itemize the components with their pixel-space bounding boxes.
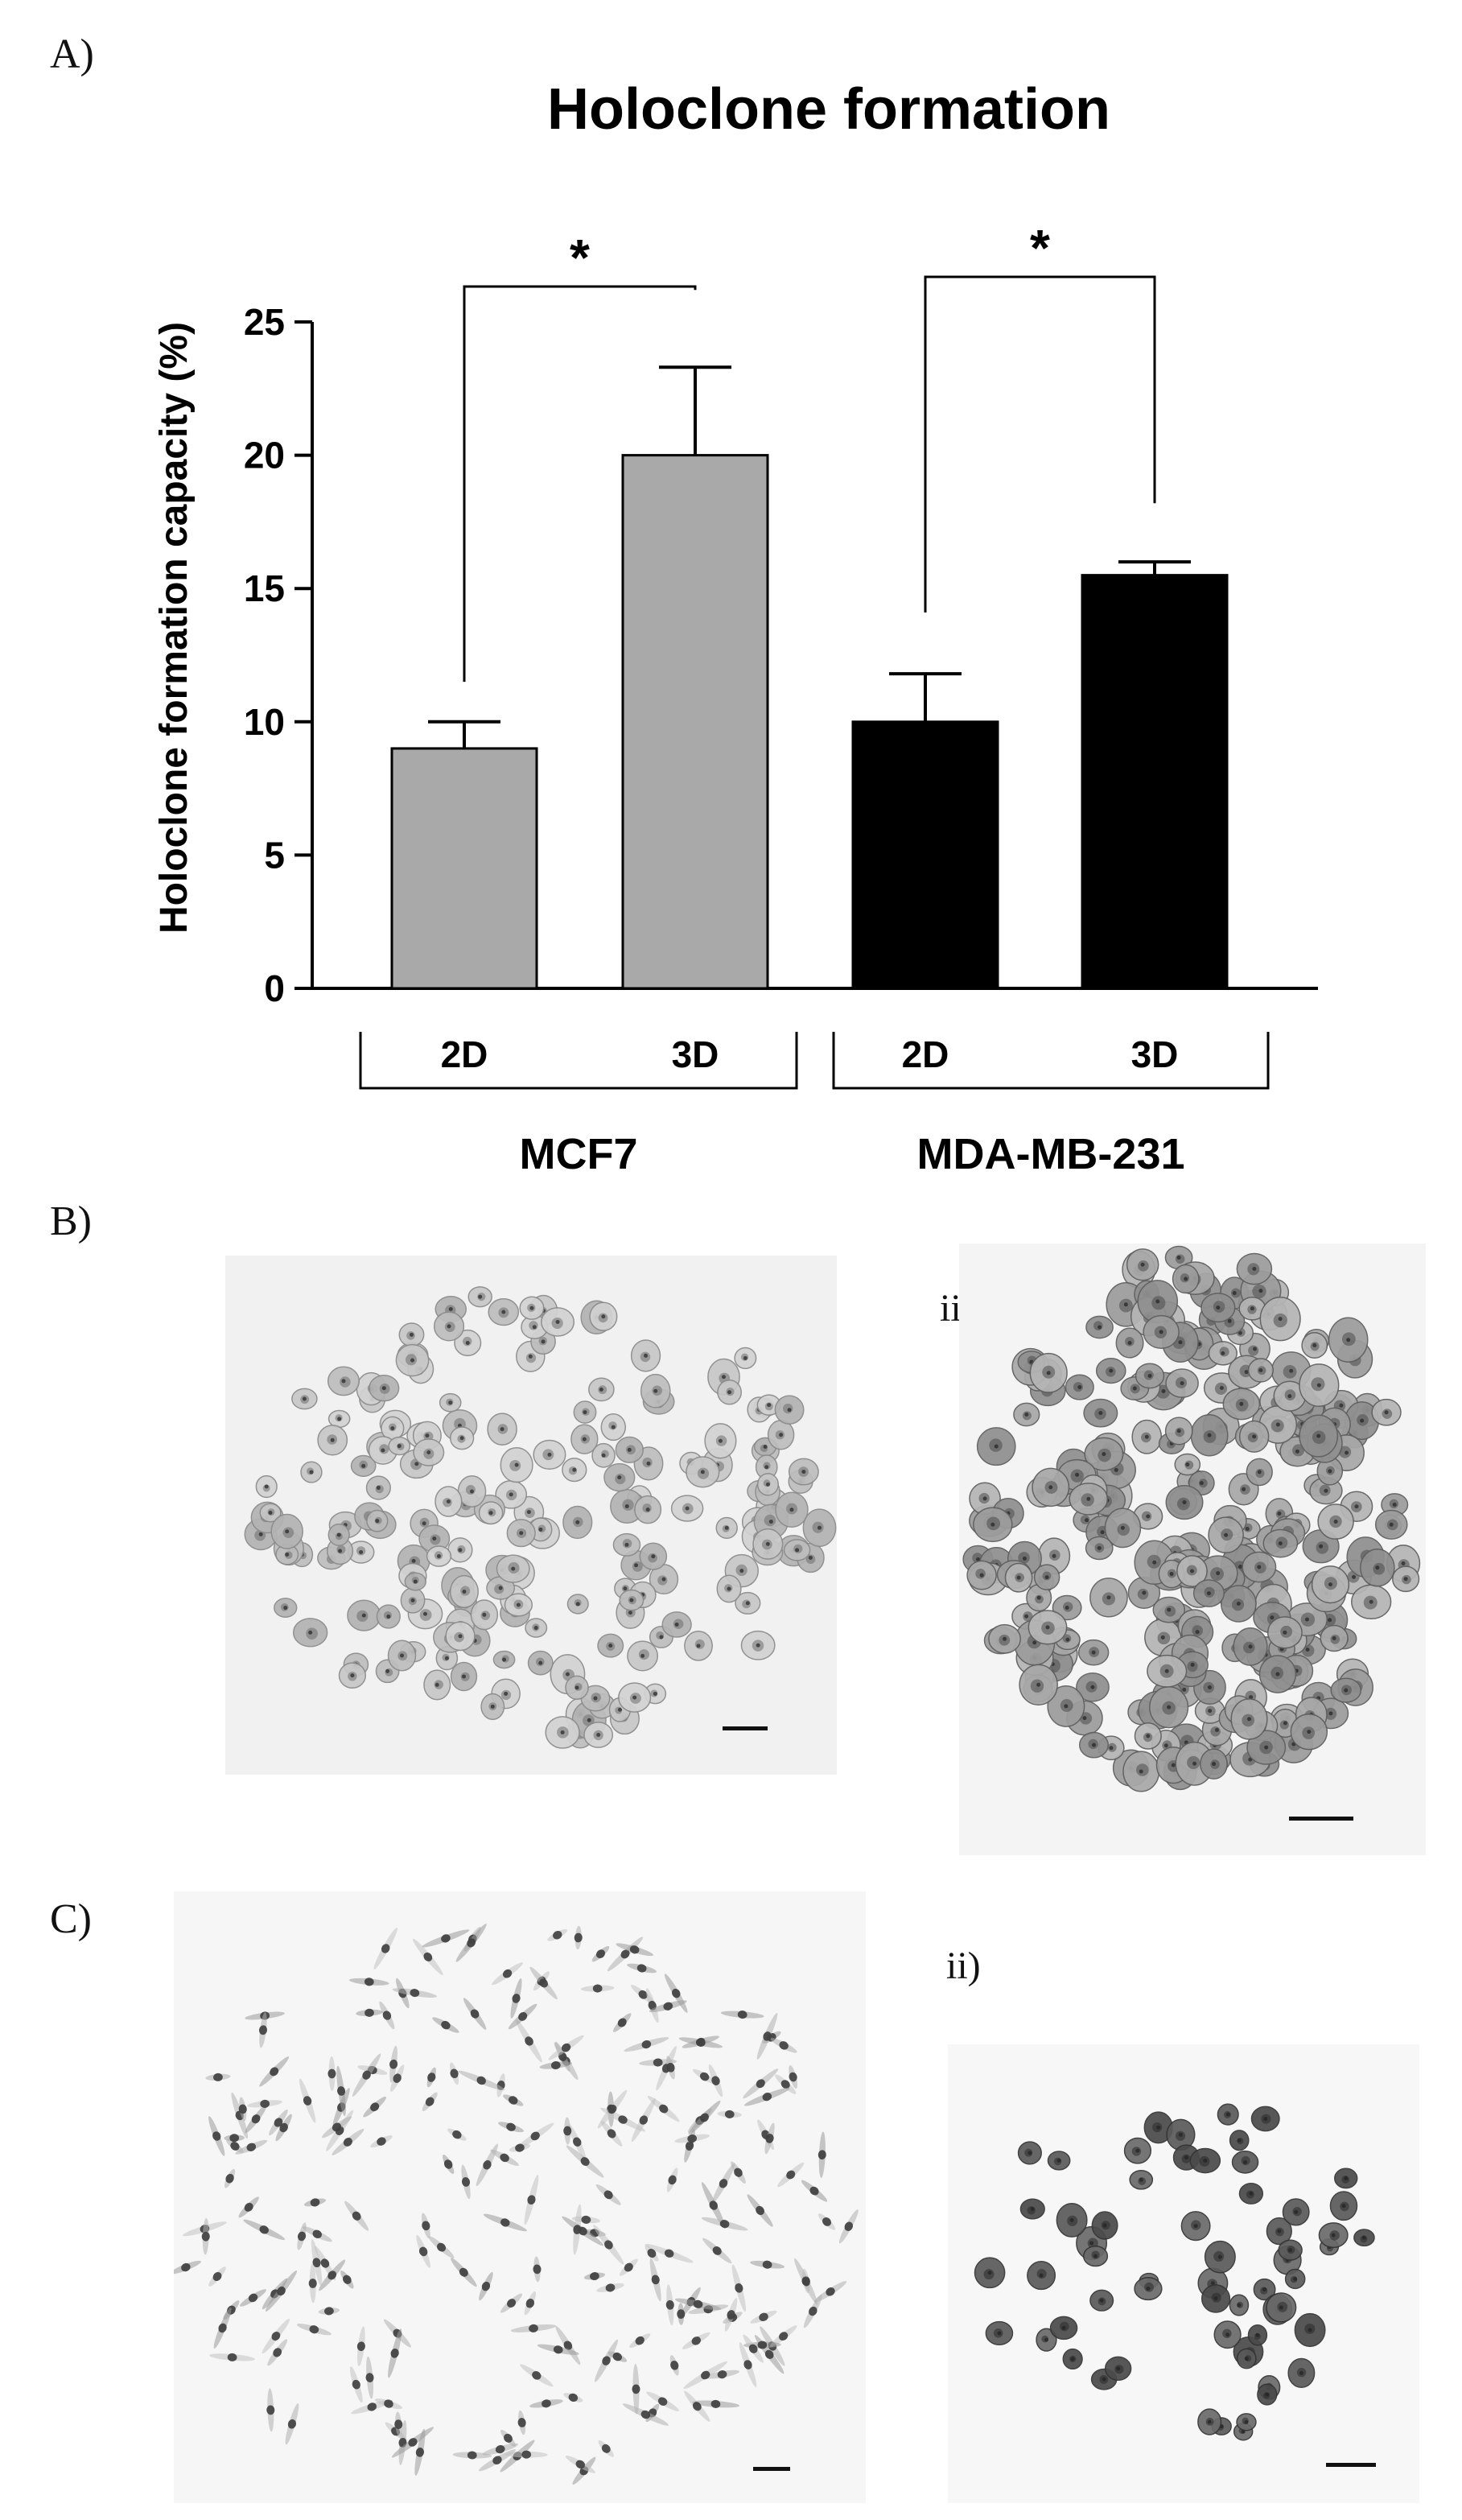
panel-label-c: C) (50, 1896, 92, 1942)
y-tick-label: 25 (244, 301, 285, 343)
chart-title: Holoclone formation (547, 77, 1110, 142)
bar-3 (1081, 574, 1229, 990)
y-axis-label: Holoclone formation capacity (%) (153, 322, 196, 934)
category-label-0: 2D (441, 1033, 488, 1075)
y-tick-label: 20 (244, 435, 285, 476)
y-tick-label: 10 (244, 701, 285, 743)
significance-star-1: * (1030, 219, 1050, 277)
y-tick-label: 5 (264, 834, 285, 876)
y-tick-label: 0 (264, 967, 285, 1009)
group-label-1: MDA-MB-231 (916, 1130, 1184, 1178)
panel-label-b: B) (50, 1198, 92, 1244)
x-category-labels: 2D 3D 2D 3D (441, 1033, 1179, 1075)
micrograph-b-ii (959, 1244, 1426, 1855)
significance-brackets: * * (463, 219, 1156, 683)
y-ticks: 0 5 10 15 20 25 (244, 301, 312, 1009)
significance-star-0: * (570, 229, 590, 287)
significance-bracket-1 (924, 275, 1156, 613)
micrograph-c-i (174, 1891, 866, 2503)
holoclone-bar-chart: Holoclone formation Holoclone formation … (153, 77, 1318, 1178)
panel-c-ii-label: ii) (946, 1945, 981, 1987)
group-bracket-0 (359, 1032, 798, 1090)
group-brackets: MCF7 MDA-MB-231 (359, 1032, 1270, 1178)
group-label-0: MCF7 (520, 1130, 638, 1178)
significance-bracket-0 (463, 285, 697, 683)
micrograph-b-i (225, 1256, 837, 1775)
micrograph-c-ii (948, 2044, 1419, 2503)
category-label-3: 3D (1131, 1033, 1179, 1075)
y-tick-label: 15 (244, 567, 285, 609)
error-bars (428, 365, 1191, 749)
panel-label-a: A) (50, 31, 94, 77)
bar-1 (621, 454, 769, 990)
bars (390, 454, 1229, 990)
bar-2 (851, 720, 999, 990)
category-label-2: 2D (902, 1033, 949, 1075)
category-label-1: 3D (672, 1033, 719, 1075)
group-bracket-1 (832, 1032, 1270, 1090)
bar-0 (390, 747, 538, 990)
